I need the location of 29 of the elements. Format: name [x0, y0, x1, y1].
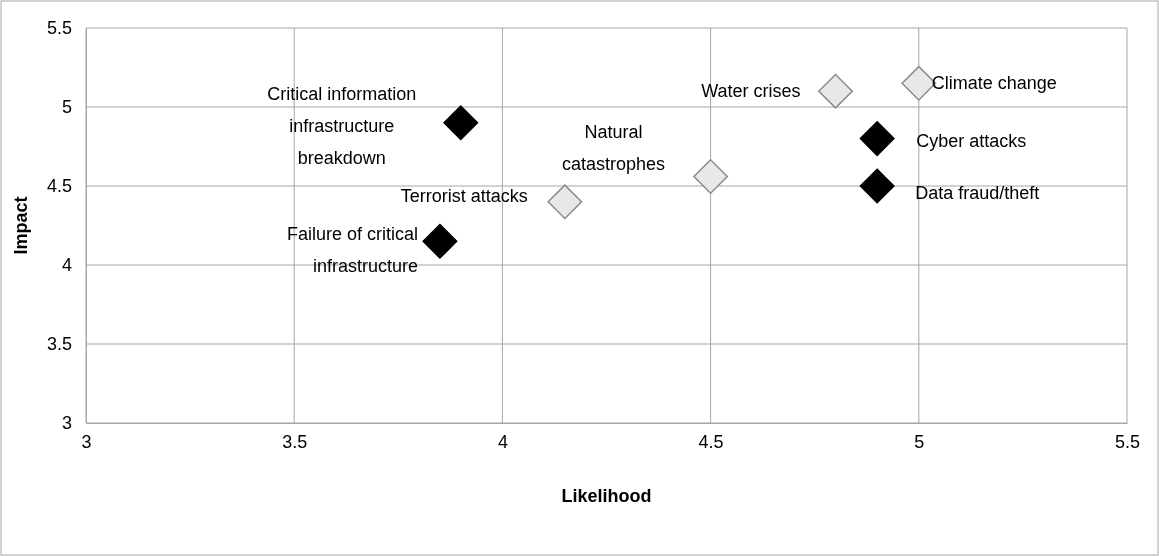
point	[547, 184, 583, 220]
annotation: Critical information infrastructure breakdown	[267, 83, 417, 168]
annotation: Failure of critical infrastructure	[286, 224, 418, 277]
y-tick-label: 3	[61, 413, 72, 434]
y-tick-label: 3.5	[46, 334, 72, 355]
x-tick-label: 4	[497, 431, 508, 452]
y-tick-label: 5	[61, 97, 72, 118]
annotation: Terrorist attacks	[400, 185, 528, 206]
y-tick-label: 4.5	[46, 176, 72, 197]
point	[693, 159, 729, 194]
point	[859, 168, 895, 204]
annotation: Water crises	[701, 81, 801, 102]
annotation: Natural catastrophes	[562, 121, 666, 174]
annotation: Climate change	[931, 73, 1057, 94]
x-tick-label: 4.5	[698, 431, 724, 452]
x-tick-label: 3	[81, 431, 92, 452]
annotation: Data fraud/theft	[915, 183, 1040, 203]
x-tick-label: 5	[914, 431, 925, 452]
x-axis-title: Likelihood	[561, 486, 652, 506]
x-tick-label: 5.5	[1114, 431, 1141, 452]
point	[422, 223, 458, 259]
point	[818, 73, 853, 109]
y-tick-label: 4	[61, 255, 72, 276]
point	[859, 121, 895, 157]
x-tick-label: 3.5	[282, 431, 308, 452]
annotation: Cyber attacks	[916, 130, 1027, 151]
y-axis-title: Impact	[11, 196, 31, 255]
y-tick-label: 5.5	[46, 18, 72, 39]
point	[443, 105, 479, 141]
